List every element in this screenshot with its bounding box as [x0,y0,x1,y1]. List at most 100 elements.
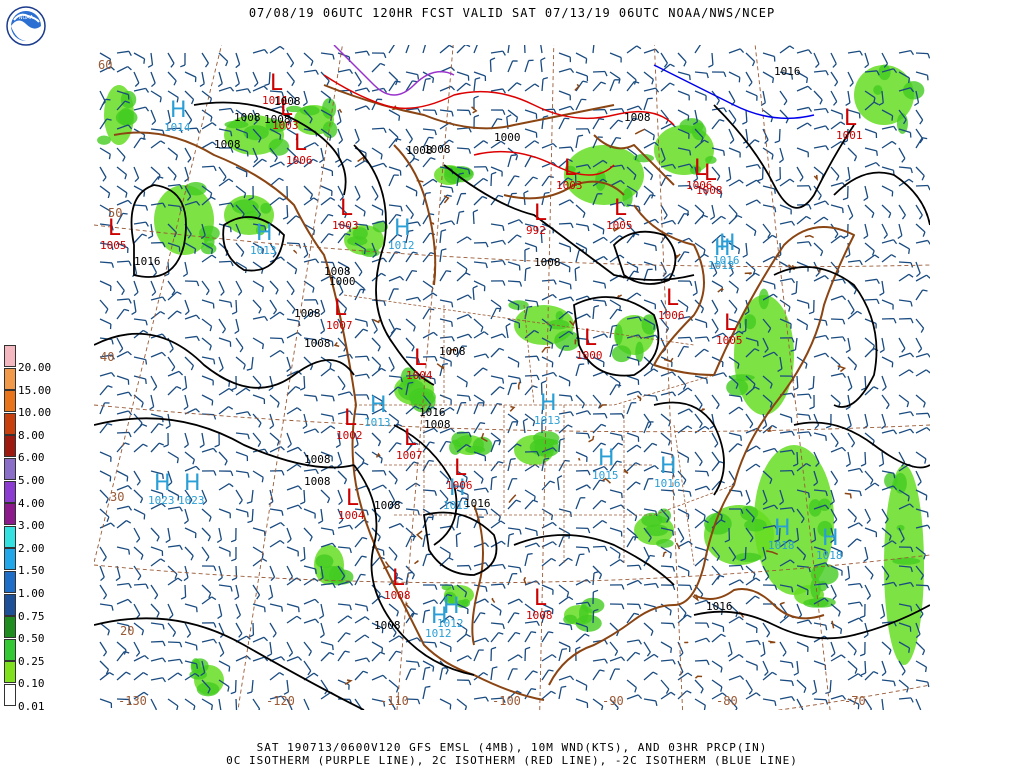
wind-barb [830,584,837,600]
wind-barb [728,375,739,389]
wind-barb [779,318,792,329]
wind-barb [728,564,744,571]
wind-barb [915,546,926,560]
wind-barb [881,540,897,548]
wind-barb [915,184,930,191]
wind-barb [626,536,639,548]
wind-barb [439,593,453,605]
wind-barb [813,489,828,497]
wind-barb [183,432,189,449]
wind-barb [860,451,867,467]
wind-barb [456,345,467,358]
wind-barb [660,470,675,478]
wind-barb [490,632,504,643]
wind-barb [847,601,863,607]
wind-barb [354,328,369,339]
wind-barb [184,147,192,163]
coastline-detail [523,576,527,585]
precip-cell [896,524,905,531]
wind-barb [507,60,518,73]
wind-barb [183,565,189,582]
wind-barb [507,421,518,434]
high-pressure-marker: H [170,98,187,123]
wind-barb [337,451,343,468]
wind-barb [303,337,318,345]
wind-barb [201,622,217,628]
precip-cell [185,182,207,196]
wind-barb [269,508,284,516]
wind-barb [779,178,795,187]
wind-barb [405,204,414,220]
wind-barb [167,183,183,190]
wind-barb [791,280,798,296]
wind-barb [541,584,554,595]
wind-barb [116,431,132,438]
high-pressure-value: 1018 [816,549,843,562]
wind-barb [303,258,320,264]
legend-label: 20.00 [18,361,52,374]
wind-barb [167,698,179,710]
low-pressure-marker: L [108,216,121,241]
wind-barb [774,527,781,543]
wind-barb [167,385,182,396]
wind-barb [745,223,757,236]
wind-barb [745,199,761,206]
wind-barb [456,147,472,154]
wind-barb [167,641,183,648]
isobar-value-label: 1008 [406,144,433,157]
wind-barb [541,447,558,453]
coastline-detail [766,550,778,555]
legend-label: 10.00 [18,406,52,420]
low-pressure-value: 1002 [336,429,363,442]
wind-barb [779,204,792,215]
wind-barb [269,147,278,163]
wind-barb [456,679,472,686]
coastline-detail [443,195,450,204]
isobar [653,401,725,496]
wind-barb [897,223,903,240]
longitude-label: -90 [602,694,624,708]
wind-barb [252,432,262,447]
wind-barb [231,299,238,315]
wind-barb [575,633,590,643]
wind-barb [235,337,244,353]
coastline-detail [837,365,847,373]
isobar [94,332,355,389]
wind-barb [660,432,671,446]
wind-barb [439,501,455,510]
wind-barb [728,280,739,294]
wind-barb [218,337,232,347]
wind-barb [881,52,889,68]
wind-barb [150,502,166,510]
wind-barb [116,124,133,130]
wind-barb [881,185,894,197]
wind-barb [762,71,775,84]
wind-barb [898,166,913,174]
wind-barb [235,603,241,620]
high-pressure-value: 1016 [713,254,740,267]
wind-barb [609,698,619,710]
low-pressure-value: 1007 [326,319,353,332]
wind-barb [490,646,497,662]
wind-barb [847,467,864,474]
wind-barb [116,199,133,206]
wind-barb [643,299,656,310]
coastline [593,134,675,186]
wind-barb [728,299,738,314]
wind-barb [847,310,862,320]
wind-barb [388,109,401,121]
latitude-label: 40 [100,350,114,364]
wind-barb [320,197,336,206]
wind-barb [184,166,190,183]
wind-barb [218,299,233,308]
wind-barb [915,337,923,353]
wind-barb [150,489,164,499]
latitude-label: 60 [98,58,112,72]
wind-barb [133,508,146,520]
low-pressure-marker: L [844,106,857,131]
wind-barb [252,558,268,567]
political-boundary [394,484,735,516]
wind-barb [711,261,718,277]
wind-barb [847,50,863,56]
longitude-label: -100 [492,694,521,708]
